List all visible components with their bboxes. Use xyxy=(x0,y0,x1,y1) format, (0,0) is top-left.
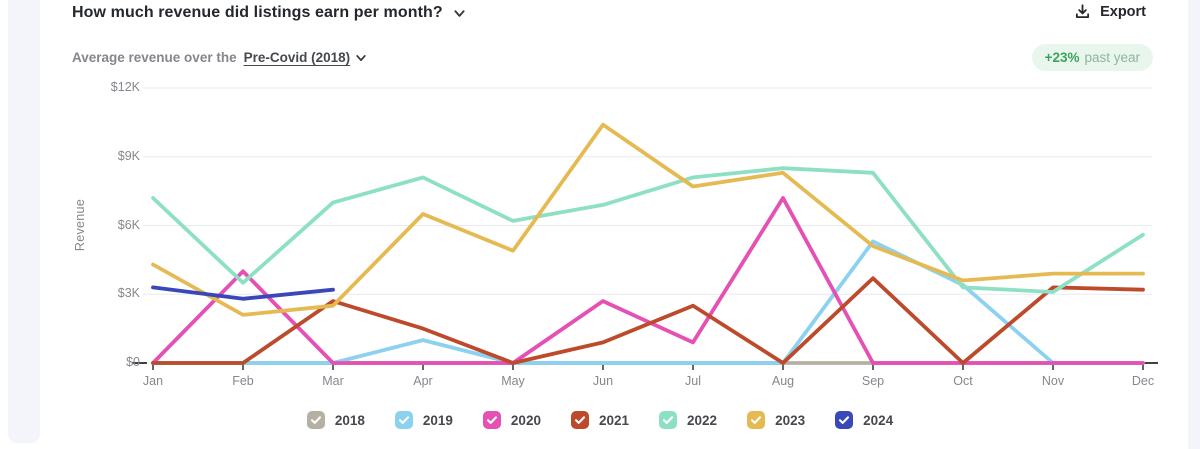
checkbox-checked-icon[interactable] xyxy=(570,411,589,429)
legend-item-2019[interactable]: 2019 xyxy=(394,411,453,429)
check-icon xyxy=(662,416,674,424)
x-axis-tick-label: Nov xyxy=(1041,374,1065,388)
series-line-2020 xyxy=(151,196,1145,365)
legend-item-2021[interactable]: 2021 xyxy=(570,411,630,429)
check-icon xyxy=(310,416,321,424)
legend-label: 2018 xyxy=(334,412,365,428)
legend-label: 2023 xyxy=(775,412,806,428)
series-line-2024 xyxy=(151,285,335,301)
series-line-2021 xyxy=(151,276,1145,365)
x-axis-tick-label: Aug xyxy=(771,374,795,388)
legend-label: 2020 xyxy=(510,412,541,428)
checkbox-checked-icon[interactable] xyxy=(747,411,766,429)
legend-label: 2021 xyxy=(598,412,630,428)
export-button[interactable]: Export xyxy=(1074,3,1146,20)
trend-badge: +23% past year xyxy=(1031,44,1153,71)
series-line-2019 xyxy=(151,239,1145,365)
download-icon xyxy=(1076,4,1090,19)
checkbox-checked-icon[interactable] xyxy=(835,411,854,429)
export-button-label: Export xyxy=(1100,3,1146,20)
checkbox-checked-icon[interactable] xyxy=(394,411,413,429)
checkbox-checked-icon[interactable] xyxy=(482,411,501,429)
legend-item-2023[interactable]: 2023 xyxy=(747,411,805,429)
x-axis-tick-label: Jul xyxy=(685,374,701,388)
legend-item-2022[interactable]: 2022 xyxy=(659,411,717,429)
legend-label: 2019 xyxy=(422,412,453,428)
x-axis-tick-label: Oct xyxy=(953,374,973,388)
page-title: How much revenue did listings earn per m… xyxy=(72,4,443,21)
checkbox-checked-icon[interactable] xyxy=(306,411,325,429)
series-line-2022 xyxy=(151,166,1145,294)
subtitle-text: Average revenue over the xyxy=(72,50,237,65)
trend-label: past year xyxy=(1084,50,1140,65)
y-axis-tick-label: $9K xyxy=(117,148,140,163)
x-axis-tick-label: Apr xyxy=(413,374,433,388)
period-selector-link[interactable]: Pre-Covid (2018) xyxy=(243,50,351,65)
checkbox-checked-icon[interactable] xyxy=(659,411,678,429)
series-line-2023 xyxy=(151,122,1145,317)
check-icon xyxy=(486,416,497,424)
y-axis-tick-label: $0 xyxy=(126,355,140,369)
legend-label: 2024 xyxy=(863,412,894,428)
y-axis-tick-label: $6K xyxy=(117,217,140,232)
check-icon xyxy=(574,416,586,424)
trend-delta: +23% xyxy=(1044,50,1080,65)
x-axis-tick-label: Jun xyxy=(592,374,614,388)
legend-item-2018[interactable]: 2018 xyxy=(306,411,365,429)
check-icon xyxy=(398,416,409,424)
x-axis-tick-label: Sep xyxy=(861,374,885,388)
check-icon xyxy=(751,416,762,424)
y-axis-tick-label: $12K xyxy=(110,80,140,94)
chevron-down-icon xyxy=(454,9,465,17)
x-axis-tick-label: Feb xyxy=(232,374,254,388)
x-axis-tick-label: Jan xyxy=(142,374,164,388)
legend-label: 2022 xyxy=(687,412,718,428)
chart-legend: 2018 2019 2020 2021 2022 2023 2024 xyxy=(0,411,1200,429)
x-axis-tick-label: Mar xyxy=(322,374,344,388)
y-axis-tick-label: $3K xyxy=(117,286,140,301)
chevron-down-icon[interactable] xyxy=(355,52,367,64)
legend-item-2024[interactable]: 2024 xyxy=(835,411,893,429)
page-background-strip-right xyxy=(1188,0,1200,449)
x-axis-tick-label: May xyxy=(501,374,525,388)
page-background-strip-left xyxy=(8,0,40,443)
x-axis-tick-label: Dec xyxy=(1131,374,1155,388)
chart-title-dropdown[interactable]: How much revenue did listings earn per m… xyxy=(72,4,466,22)
check-icon xyxy=(839,416,850,424)
chart-subtitle: Average revenue over the Pre-Covid (2018… xyxy=(72,50,367,65)
legend-item-2020[interactable]: 2020 xyxy=(482,411,541,429)
